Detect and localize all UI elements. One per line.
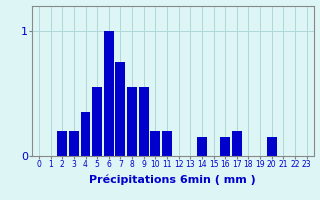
Bar [197,137,207,156]
Bar [127,87,137,156]
Bar [92,87,102,156]
Bar [232,131,242,156]
Bar [81,112,91,156]
Bar [57,131,67,156]
Bar [162,131,172,156]
Bar [116,62,125,156]
Bar [104,31,114,156]
Bar [69,131,79,156]
X-axis label: Précipitations 6min ( mm ): Précipitations 6min ( mm ) [89,175,256,185]
Bar [267,137,277,156]
Bar [220,137,230,156]
Bar [150,131,160,156]
Bar [139,87,149,156]
